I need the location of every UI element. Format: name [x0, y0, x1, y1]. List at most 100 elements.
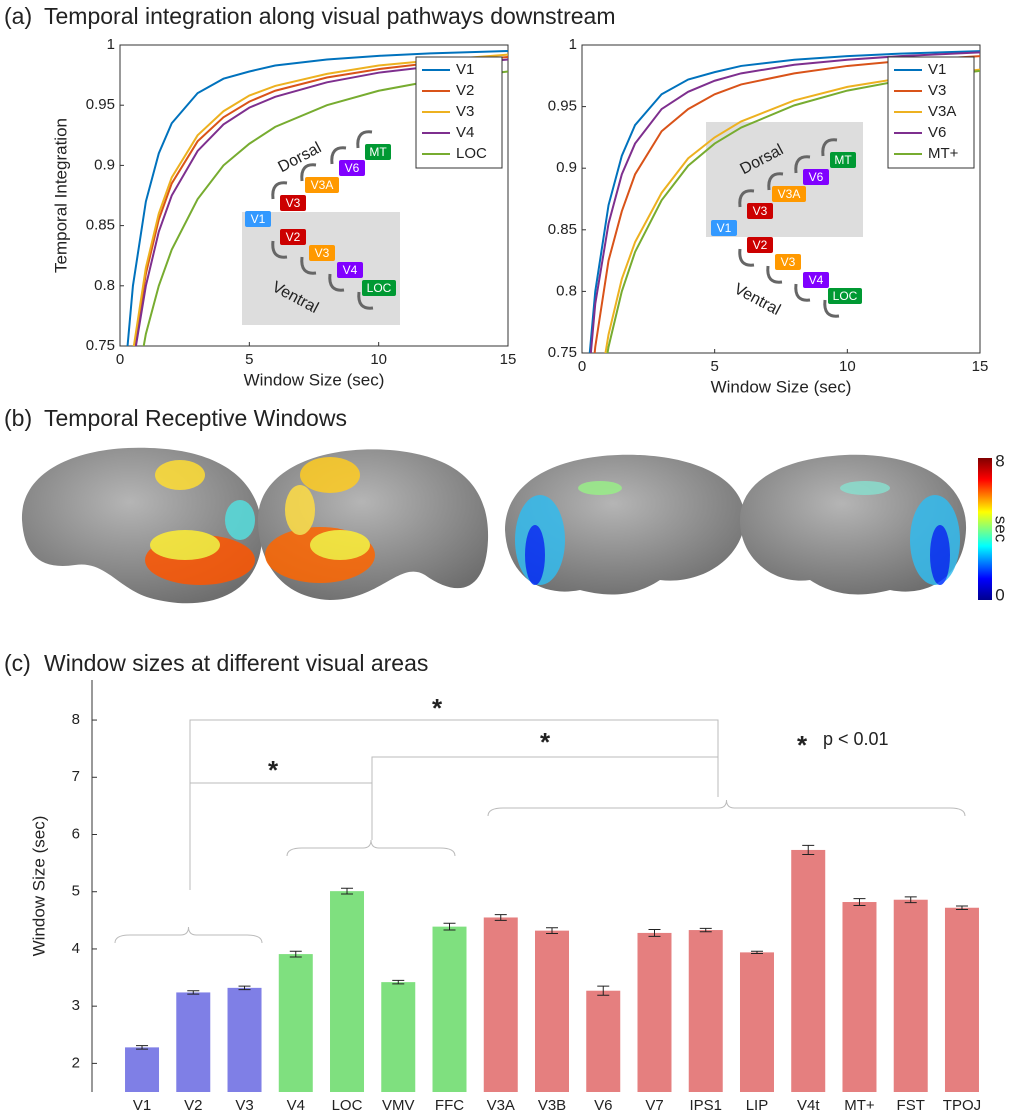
inset-node-label: V3	[753, 204, 768, 218]
inset-arrow	[300, 256, 317, 275]
colorbar-tick: 8	[995, 451, 1004, 470]
bar	[483, 917, 518, 1092]
inset-node-label: V3A	[778, 187, 801, 201]
inset-node	[803, 169, 829, 185]
bar	[278, 954, 313, 1092]
y-tick-label: 0.95	[548, 98, 577, 115]
bracket	[189, 719, 719, 890]
x-tick-label: 10	[370, 351, 387, 368]
x-tick-label: TPOJ	[943, 1097, 981, 1114]
inset-node	[711, 220, 737, 236]
x-tick-label: LIP	[746, 1097, 769, 1114]
series-group	[588, 50, 980, 353]
brace	[114, 926, 263, 944]
colorbar-tick: 0	[995, 585, 1004, 604]
inset-arrow	[330, 146, 347, 165]
legend-label: V4	[456, 124, 474, 141]
line	[589, 51, 980, 353]
x-tick-label: V6	[594, 1097, 612, 1114]
x-tick-label: V2	[184, 1097, 202, 1114]
inset-node	[339, 160, 365, 176]
brain-panel	[21, 447, 992, 604]
inset-arrow	[794, 283, 811, 302]
inset-node-label: LOC	[833, 289, 858, 303]
inset-arrow	[356, 130, 373, 149]
significance-star: *	[268, 755, 279, 785]
inset-node-label: V3A	[311, 178, 334, 192]
bar	[688, 930, 723, 1092]
inset-arrow	[328, 273, 345, 292]
error-bar	[648, 928, 661, 937]
legend-text: p < 0.01	[823, 729, 889, 749]
error-bar	[699, 927, 712, 933]
inset-node	[309, 245, 335, 261]
line	[126, 50, 508, 346]
bar	[586, 990, 621, 1092]
x-tick-label: FST	[897, 1097, 925, 1114]
bar	[637, 932, 672, 1092]
x-tick-label: 15	[500, 351, 517, 368]
y-tick-label: 1	[569, 36, 577, 53]
x-tick-label: V4t	[797, 1097, 820, 1114]
bracket	[371, 756, 718, 840]
line	[588, 50, 980, 353]
x-tick-label: V3B	[538, 1097, 566, 1114]
error-bar	[238, 985, 251, 991]
bar	[330, 891, 365, 1092]
inset-node	[772, 186, 806, 202]
error-bar	[187, 990, 200, 995]
legend-symbol: *	[797, 730, 808, 760]
inset-node-label: V3	[315, 246, 330, 260]
error-bar	[597, 985, 610, 996]
inset-arrow	[300, 163, 317, 182]
inset-node-label: V2	[286, 230, 301, 244]
y-tick-label: 0.9	[556, 159, 577, 176]
x-tick-label: V1	[133, 1097, 151, 1114]
bar	[176, 992, 211, 1092]
inset-arrow	[271, 181, 288, 200]
error-bar	[136, 1045, 149, 1050]
error-bar	[443, 922, 456, 931]
x-axis-label: Window Size (sec)	[711, 377, 852, 396]
error-bar	[341, 887, 354, 895]
error-bar	[494, 914, 507, 921]
line	[593, 55, 980, 353]
legend-label: LOC	[456, 145, 487, 162]
panel-label: (c)	[4, 650, 31, 676]
panel-title: Temporal integration along visual pathwa…	[44, 3, 615, 29]
bar	[125, 1047, 160, 1092]
line	[142, 70, 508, 346]
bar	[791, 849, 826, 1092]
y-axis-label: Window Size (sec)	[29, 816, 48, 957]
line	[604, 68, 980, 353]
y-tick-label: 8	[72, 711, 80, 728]
x-tick-label: V4	[287, 1097, 305, 1114]
bar	[944, 907, 979, 1092]
y-tick-label: 0.75	[86, 337, 115, 354]
colorbar-label: sec	[992, 516, 1011, 543]
line	[606, 69, 980, 353]
brain-medial-right	[740, 454, 967, 595]
bar	[381, 982, 416, 1092]
inset-arrow	[821, 138, 838, 157]
inset-shade	[706, 122, 863, 237]
inset-node	[747, 237, 773, 253]
error-bar	[546, 927, 558, 934]
bar	[432, 926, 467, 1092]
inset-node-label: V2	[753, 238, 768, 252]
bar	[535, 930, 569, 1092]
series-group	[126, 50, 508, 346]
x-tick-label: 0	[116, 351, 124, 368]
x-tick-label: 15	[972, 358, 989, 375]
y-axis-label: Temporal Integration	[51, 118, 70, 273]
legend-label: MT+	[928, 145, 959, 162]
inset-arrow	[738, 248, 755, 267]
bar	[227, 987, 262, 1092]
bar	[739, 952, 774, 1092]
x-tick-label: 10	[839, 358, 856, 375]
legend-label: V6	[928, 124, 946, 141]
inset-arrow	[271, 240, 288, 259]
y-tick-label: 0.8	[556, 282, 577, 299]
inset-node-label: V1	[717, 221, 732, 235]
